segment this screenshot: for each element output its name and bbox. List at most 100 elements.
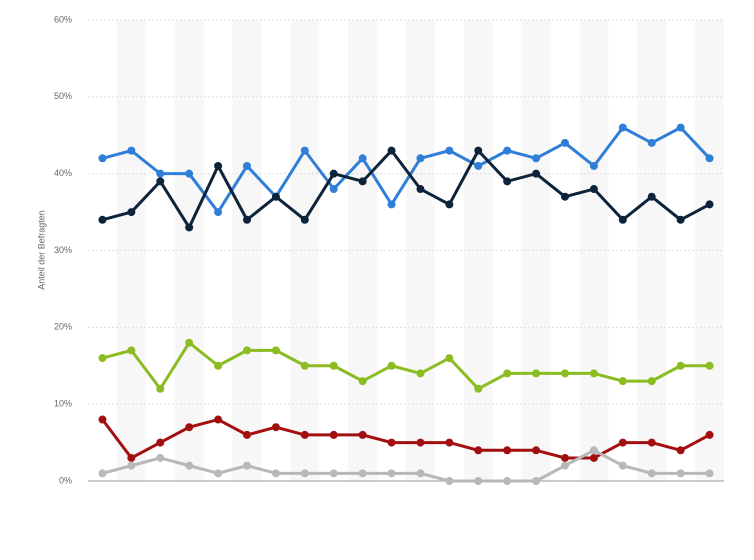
data-point [647,138,656,147]
data-point [329,169,338,178]
data-point [676,123,685,132]
y-tick-label: 60% [54,14,72,24]
data-point [185,461,194,470]
data-point [98,215,107,224]
data-point [214,361,223,370]
data-point [300,146,309,155]
data-point [416,438,425,447]
series-line [102,448,710,483]
y-tick-label: 30% [54,245,72,255]
data-point [300,469,309,478]
data-point [618,461,627,470]
data-point [532,154,541,163]
data-point [156,177,165,186]
data-point [416,469,425,478]
data-point [705,469,714,478]
data-point [127,208,136,217]
data-point [561,461,569,470]
data-point [329,469,338,478]
data-point [329,430,338,439]
data-point [271,469,280,478]
data-point [532,169,541,178]
data-point [503,177,512,186]
data-point [618,438,627,447]
data-point [156,169,165,178]
data-point [676,215,685,224]
data-point [705,200,714,209]
data-point [676,446,685,455]
data-point [329,361,338,370]
data-point [156,453,165,462]
data-point [358,430,367,439]
data-point [98,354,107,363]
data-point [445,146,454,155]
data-point [474,161,483,170]
data-point [243,461,251,470]
data-point [503,477,512,485]
data-point [156,438,165,447]
data-point [503,146,512,155]
data-point [705,430,714,439]
y-tick-label: 20% [54,322,72,332]
data-point [561,138,569,147]
data-point [589,369,598,378]
series-line [101,418,711,460]
data-point [474,477,483,485]
data-point [416,185,425,194]
data-point [561,453,569,462]
data-point [647,192,656,201]
y-tick-label: 10% [54,399,72,409]
data-point [271,192,280,201]
series-line [102,149,711,229]
data-point [271,423,280,432]
data-point [98,154,107,163]
data-point [185,169,194,178]
data-point [271,346,280,355]
data-point [618,377,627,386]
data-point [185,223,194,232]
y-tick-label: 40% [54,168,72,178]
data-point [387,200,396,209]
data-point [676,469,685,478]
data-point [387,146,396,155]
data-point [503,446,512,455]
data-point [214,208,223,217]
data-point [358,377,367,386]
data-point [387,469,396,478]
data-point [618,215,627,224]
data-point [358,177,367,186]
data-point [445,354,454,363]
data-point [358,469,367,478]
data-point [243,430,251,439]
y-tick-label: 50% [54,91,72,101]
series-line [102,126,711,214]
data-point [561,192,569,201]
data-point [127,346,136,355]
data-point [416,369,425,378]
data-point [127,453,136,462]
data-point [532,446,541,455]
data-point [214,161,223,170]
data-point [474,446,483,455]
data-point [243,161,251,170]
data-point [127,461,136,470]
data-point [243,346,251,355]
data-point [532,477,541,485]
data-point [127,146,136,155]
data-point [474,384,483,393]
data-point [474,146,483,155]
data-point [98,415,107,424]
series-line [102,341,710,391]
data-point [416,154,425,163]
data-point [300,430,309,439]
data-point [503,369,512,378]
data-point [156,384,165,393]
data-point [243,215,251,224]
data-point [589,161,598,170]
data-point [300,361,309,370]
data-point [647,469,656,478]
data-point [647,438,656,447]
data-point [532,369,541,378]
data-point [185,338,194,347]
